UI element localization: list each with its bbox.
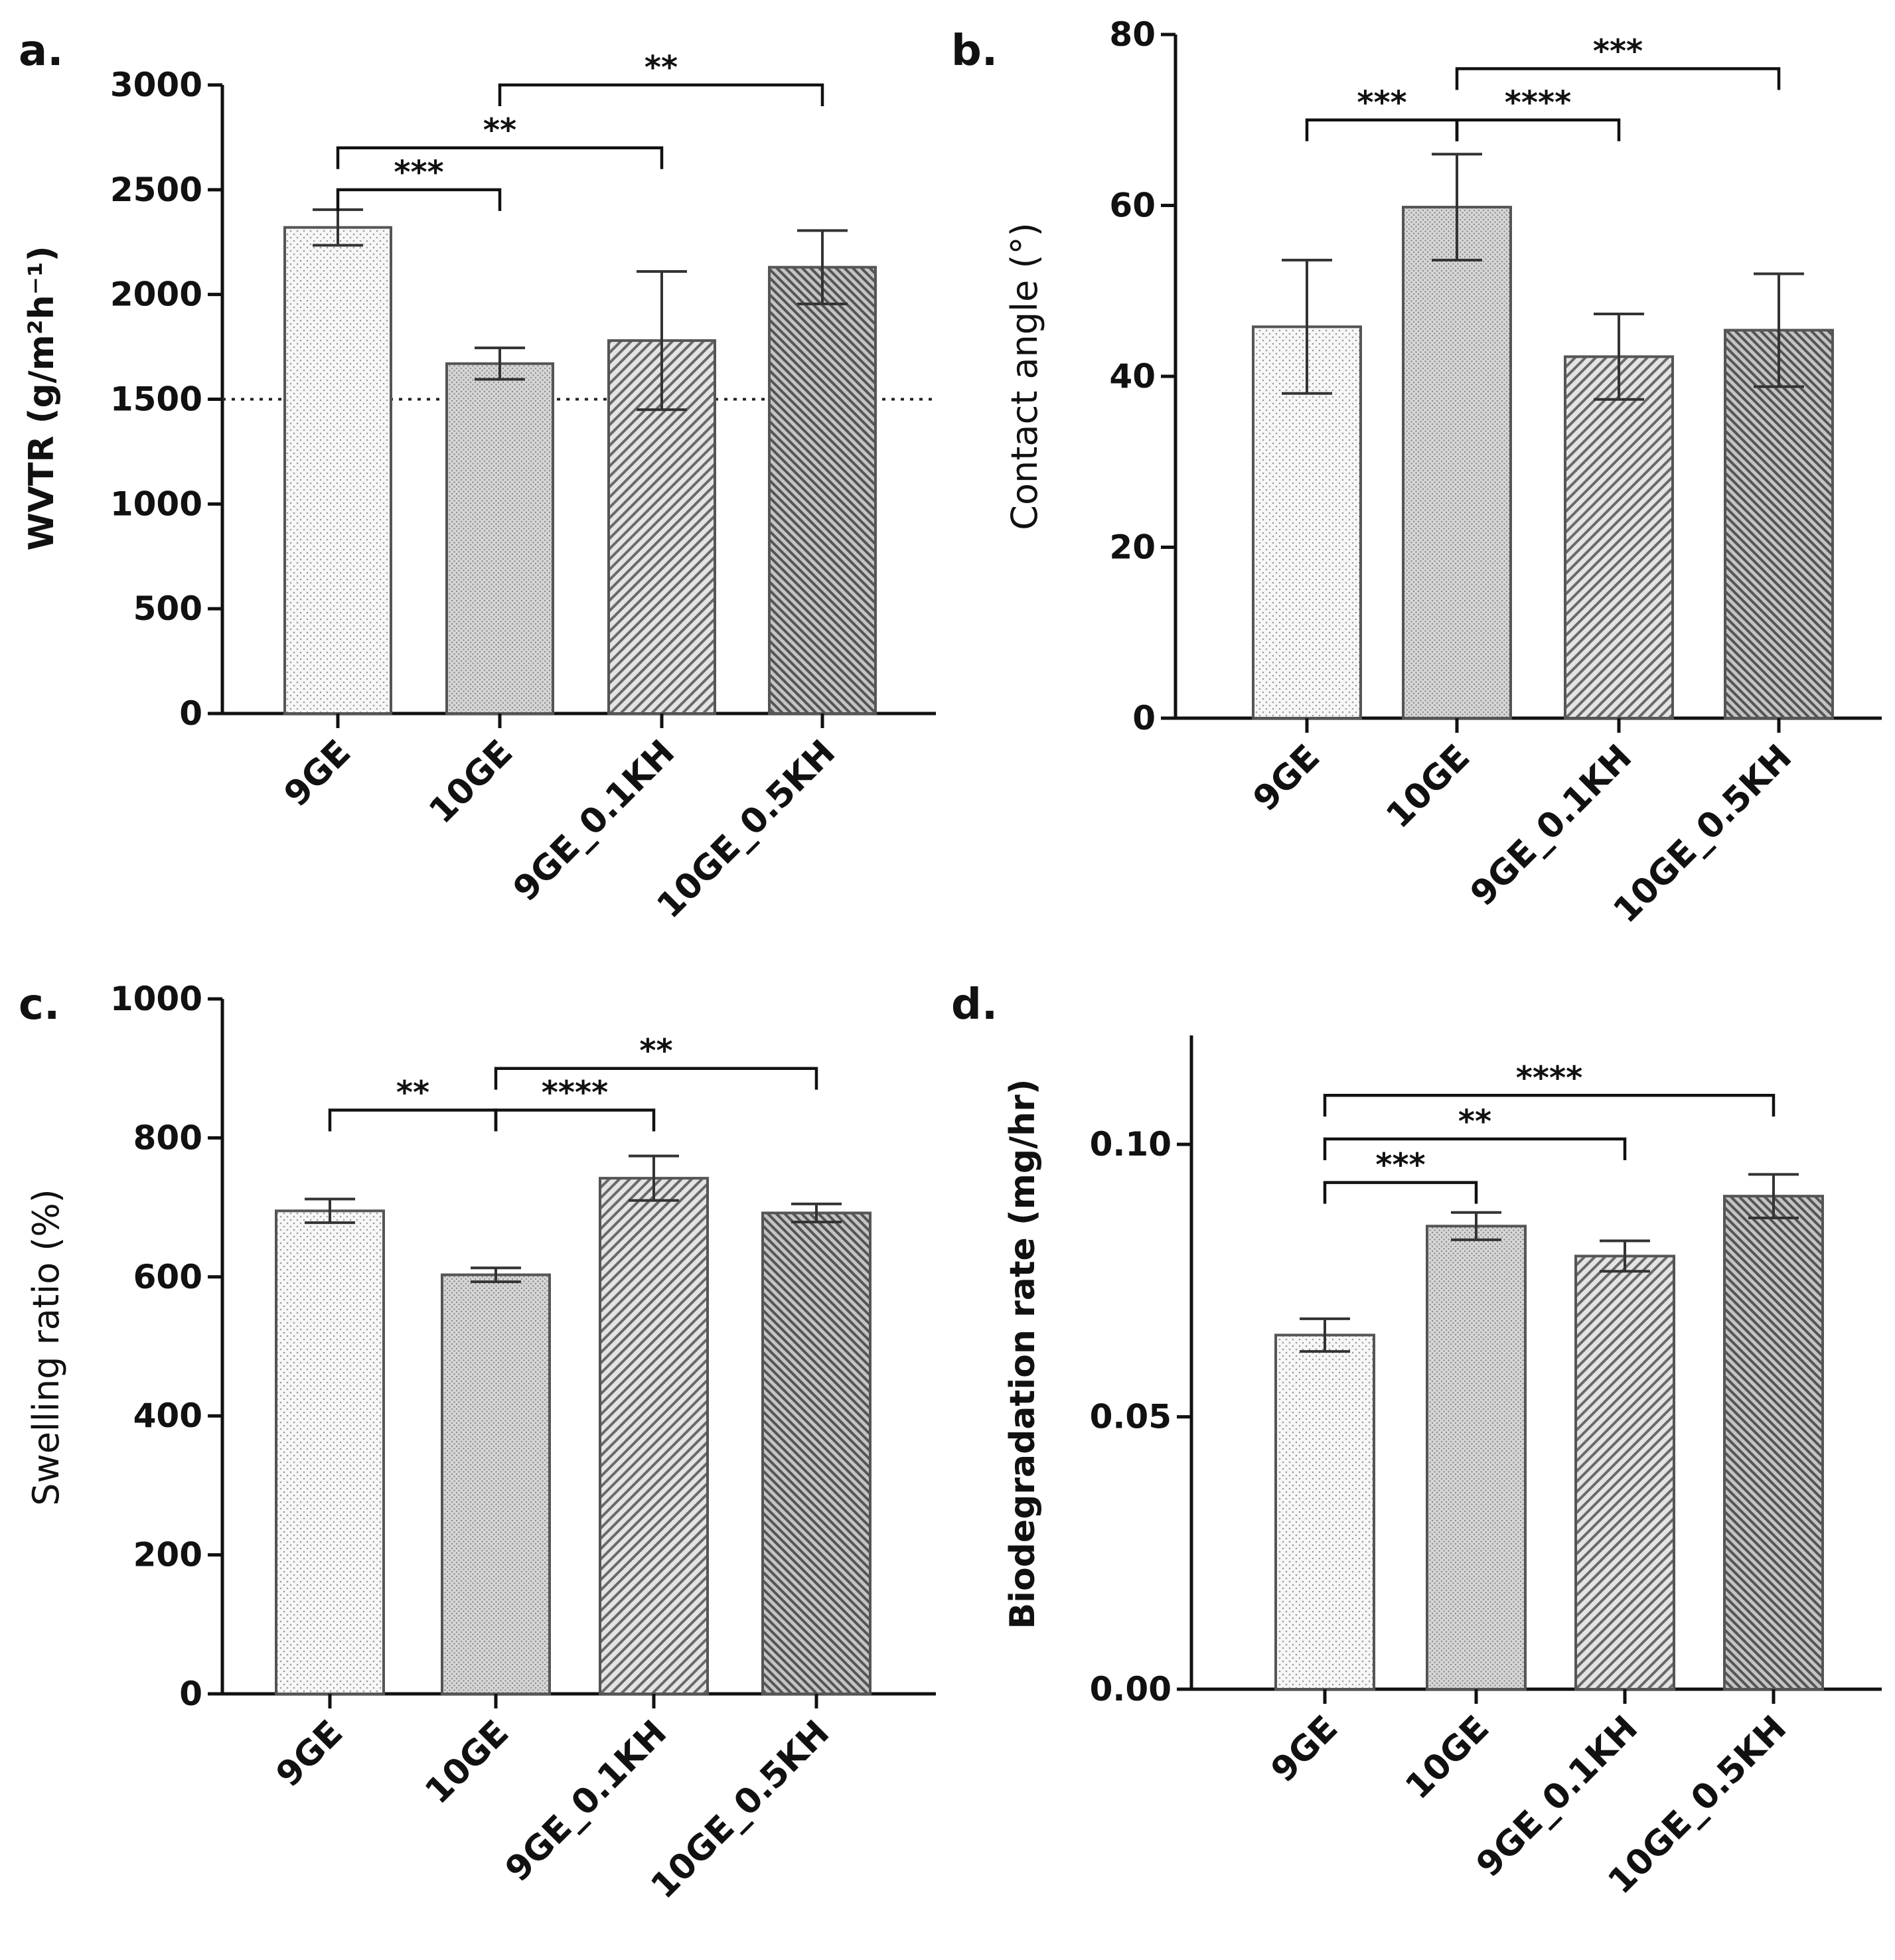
- bar-10GE_0.5KH: [768, 265, 877, 715]
- x-tick-label: 9GE_0.1KH: [1463, 737, 1639, 914]
- bar-9GE_0.1KH: [599, 1177, 709, 1695]
- x-tick-label: 9GE: [269, 1713, 350, 1795]
- panel-label: c.: [19, 980, 60, 1029]
- bar-10GE: [445, 362, 554, 715]
- significance-bracket: [1455, 67, 1781, 90]
- y-axis-label: Contact angle (°): [1004, 222, 1045, 530]
- bar-9GE_0.1KH: [1574, 1254, 1675, 1691]
- x-tick-label: 9GE: [1246, 737, 1327, 819]
- significance-bracket: [336, 188, 502, 211]
- significance-label: ***: [394, 154, 443, 191]
- significance-bracket: [1323, 1181, 1478, 1204]
- x-tick-label: 9GE: [277, 733, 358, 814]
- bar-9GE: [275, 1209, 385, 1695]
- significance-bracket: [1305, 118, 1459, 141]
- bar-9GE_0.1KH: [1564, 355, 1674, 719]
- x-tick-label: 10GE: [1398, 1708, 1497, 1807]
- y-tick-label: 1500: [110, 380, 202, 419]
- significance-label: ****: [542, 1075, 608, 1112]
- significance-label: ****: [1516, 1059, 1582, 1096]
- significance-label: **: [1458, 1103, 1491, 1140]
- bar-10GE: [1426, 1225, 1527, 1691]
- significance-bracket: [1323, 1094, 1776, 1117]
- y-tick-label: 20: [1109, 528, 1156, 567]
- panel-label: d.: [951, 980, 998, 1029]
- x-tick-label: 9GE: [1264, 1708, 1345, 1790]
- y-axis-label: WVTR (g/m²h⁻¹): [22, 246, 62, 550]
- y-tick-label: 2500: [110, 171, 202, 209]
- significance-bracket: [336, 146, 664, 169]
- significance-bracket: [494, 1067, 818, 1090]
- bar-10GE: [1402, 206, 1512, 719]
- y-tick-label: 3000: [110, 66, 202, 104]
- y-tick-label: 1000: [110, 485, 202, 523]
- chart-panel-4: d. 0.00 0.05 0.10 Biodegradation rate (mg/hr…: [951, 980, 1882, 1902]
- significance-label: ****: [1505, 84, 1571, 121]
- y-tick-label: 0: [179, 1675, 202, 1713]
- panel-label: a.: [19, 27, 64, 76]
- y-tick-label: 40: [1109, 357, 1156, 396]
- y-axis-label: Biodegradation rate (mg/hr): [1003, 1079, 1043, 1629]
- y-tick-label: 800: [133, 1118, 202, 1157]
- y-axis-label: Swelling ratio (%): [25, 1189, 67, 1505]
- significance-bracket: [328, 1108, 498, 1132]
- x-tick-label: 10GE: [1379, 737, 1478, 836]
- x-tick-label: 10GE: [417, 1713, 516, 1812]
- bar-9GE: [283, 226, 392, 715]
- significance-label: **: [639, 1033, 672, 1070]
- significance-label: **: [483, 112, 516, 149]
- y-tick-label: 600: [133, 1258, 202, 1296]
- significance-bracket: [498, 83, 824, 106]
- x-tick-label: 10GE: [421, 733, 520, 832]
- panel-label: b.: [951, 27, 998, 76]
- significance-label: **: [396, 1075, 429, 1112]
- significance-label: ***: [1375, 1147, 1425, 1184]
- y-tick-label: 200: [133, 1536, 202, 1574]
- y-tick-label: 60: [1109, 187, 1156, 225]
- bar-10GE_0.5KH: [761, 1211, 872, 1695]
- significance-bracket: [494, 1108, 656, 1132]
- x-tick-label: 9GE_0.1KH: [506, 733, 682, 909]
- chart-panel-3: c. 0 200 400 600 800 1000 Swelling ratio (%) 9GE…: [19, 980, 936, 1906]
- bar-9GE: [1274, 1333, 1375, 1691]
- y-tick-label: 0: [1132, 699, 1156, 737]
- chart-panel-1: a. 0 500 1000 1500 2000 2500 3000 WVTR (g/m²h⁻¹)…: [19, 27, 936, 926]
- y-tick-label: 1000: [110, 980, 202, 1018]
- y-tick-label: 2000: [110, 275, 202, 314]
- y-tick-label: 400: [133, 1396, 202, 1435]
- bar-10GE_0.5KH: [1723, 1195, 1824, 1691]
- bar-10GE_0.5KH: [1724, 329, 1834, 720]
- bar-10GE: [441, 1273, 551, 1696]
- chart-panel-2: b. 0 20 40 60 80 Contact angle (°) 9GE 10GE9GE_0…: [951, 15, 1882, 931]
- significance-label: ***: [1357, 84, 1406, 121]
- significance-label: **: [644, 49, 678, 86]
- significance-bracket: [1323, 1137, 1627, 1160]
- y-tick-label: 0: [179, 694, 202, 733]
- y-tick-label: 80: [1109, 15, 1156, 54]
- y-tick-label: 0.10: [1090, 1125, 1172, 1164]
- y-tick-label: 0.05: [1090, 1398, 1172, 1436]
- x-tick-label: 9GE_0.1KH: [498, 1713, 674, 1890]
- y-tick-label: 500: [133, 589, 202, 628]
- significance-bracket: [1455, 118, 1621, 141]
- y-tick-label: 0.00: [1090, 1670, 1172, 1708]
- significance-label: ***: [1593, 33, 1643, 70]
